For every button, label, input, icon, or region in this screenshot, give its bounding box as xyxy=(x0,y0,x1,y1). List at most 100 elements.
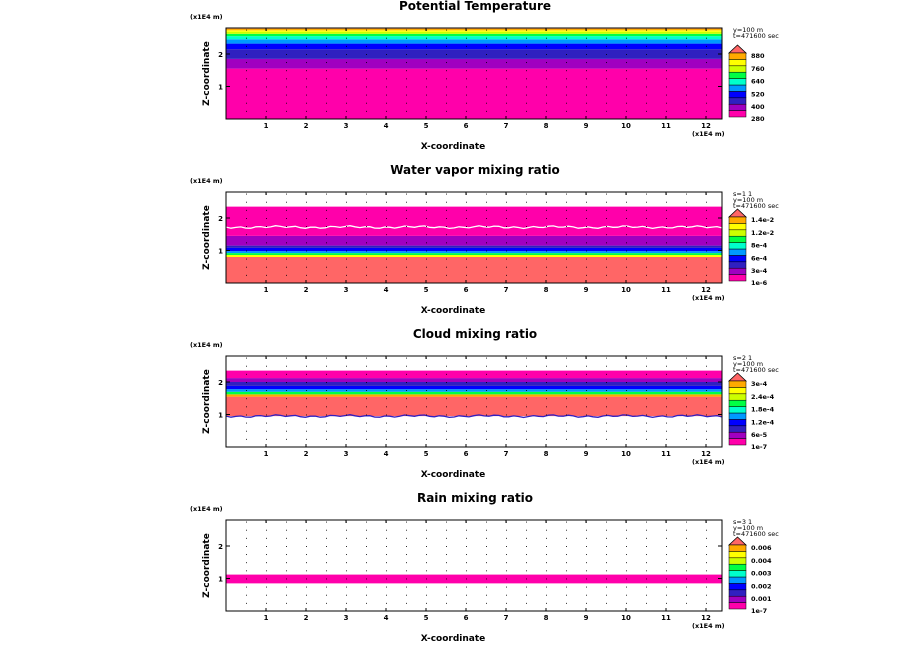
grid-dot xyxy=(526,62,527,64)
grid-dot xyxy=(446,242,447,244)
grid-dot xyxy=(466,562,467,564)
grid-dot xyxy=(486,37,487,39)
colorbar-label: 0.003 xyxy=(751,570,772,578)
grid-dot xyxy=(346,529,347,531)
colorbar-swatch xyxy=(728,242,747,250)
grid-dot xyxy=(346,62,347,64)
grid-dot xyxy=(326,110,327,112)
grid-dot xyxy=(586,562,587,564)
grid-dot xyxy=(686,521,687,523)
grid-dot xyxy=(366,94,367,96)
grid-dot xyxy=(566,414,567,416)
grid-dot xyxy=(446,521,447,523)
grid-dot xyxy=(646,102,647,104)
grid-dot xyxy=(406,62,407,64)
grid-dot xyxy=(546,274,547,276)
grid-dot xyxy=(686,373,687,375)
grid-dot xyxy=(646,274,647,276)
grid-dot xyxy=(706,554,707,556)
grid-dot xyxy=(526,193,527,195)
contour-band xyxy=(226,43,722,50)
grid-dot xyxy=(706,218,707,219)
grid-dot xyxy=(566,422,567,424)
grid-dot xyxy=(686,554,687,556)
grid-dot xyxy=(286,78,287,80)
grid-dot xyxy=(646,398,647,400)
grid-dot xyxy=(346,242,347,244)
grid-dot xyxy=(666,250,667,252)
grid-dot xyxy=(266,430,267,432)
grid-dot xyxy=(326,78,327,80)
grid-dot xyxy=(606,414,607,416)
grid-dot xyxy=(406,54,407,55)
grid-dot xyxy=(486,390,487,392)
grid-dot xyxy=(366,406,367,408)
grid-dot xyxy=(406,594,407,596)
grid-dot xyxy=(666,209,667,211)
grid-dot xyxy=(546,54,547,55)
grid-dot xyxy=(286,94,287,96)
grid-dot xyxy=(646,414,647,416)
grid-dot xyxy=(586,110,587,112)
x-tick-label: 4 xyxy=(384,614,389,622)
grid-dot xyxy=(626,422,627,424)
grid-dot xyxy=(666,554,667,556)
grid-dot xyxy=(606,430,607,432)
info-text: s=1 1 xyxy=(733,190,752,198)
x-tick-label: 2 xyxy=(304,122,309,130)
grid-dot xyxy=(606,242,607,244)
grid-dot xyxy=(546,62,547,64)
grid-dot xyxy=(306,594,307,596)
grid-dot xyxy=(406,29,407,31)
grid-dot xyxy=(366,234,367,236)
grid-dot xyxy=(666,422,667,424)
grid-dot xyxy=(406,110,407,112)
colorbar-swatch xyxy=(728,103,747,111)
colorbar-label: 8e-4 xyxy=(751,242,768,250)
grid-dot xyxy=(446,422,447,424)
grid-dot xyxy=(266,438,267,440)
grid-dot xyxy=(446,554,447,556)
contour-band xyxy=(226,58,722,69)
grid-dot xyxy=(366,86,367,88)
grid-dot xyxy=(506,218,507,219)
grid-dot xyxy=(446,226,447,228)
grid-dot xyxy=(586,45,587,47)
grid-dot xyxy=(526,250,527,252)
grid-dot xyxy=(586,54,587,55)
grid-dot xyxy=(246,234,247,236)
colorbar-swatch xyxy=(728,570,747,578)
grid-dot xyxy=(406,406,407,408)
grid-dot xyxy=(286,86,287,88)
x-tick-label: 9 xyxy=(584,286,589,294)
grid-dot xyxy=(306,62,307,64)
grid-dot xyxy=(526,578,527,580)
grid-dot xyxy=(326,546,327,547)
grid-dot xyxy=(426,258,427,260)
grid-dot xyxy=(386,602,387,604)
grid-dot xyxy=(546,529,547,531)
grid-dots xyxy=(246,357,707,440)
z-tick-label: 1 xyxy=(218,576,223,584)
grid-dot xyxy=(406,234,407,236)
grid-dot xyxy=(526,398,527,400)
grid-dot xyxy=(426,266,427,268)
grid-dot xyxy=(626,234,627,236)
grid-dot xyxy=(366,430,367,432)
grid-dot xyxy=(646,78,647,80)
grid-dot xyxy=(526,586,527,588)
grid-dot xyxy=(686,258,687,260)
grid-dot xyxy=(606,529,607,531)
contour-band xyxy=(226,574,722,584)
grid-dot xyxy=(586,94,587,96)
grid-dot xyxy=(286,45,287,47)
contour-band xyxy=(226,30,722,32)
grid-dot xyxy=(706,414,707,416)
grid-dot xyxy=(486,594,487,596)
grid-dot xyxy=(506,594,507,596)
grid-dot xyxy=(646,54,647,55)
grid-dot xyxy=(626,218,627,219)
grid-dot xyxy=(606,578,607,580)
grid-dot xyxy=(306,382,307,383)
grid-dot xyxy=(286,250,287,252)
